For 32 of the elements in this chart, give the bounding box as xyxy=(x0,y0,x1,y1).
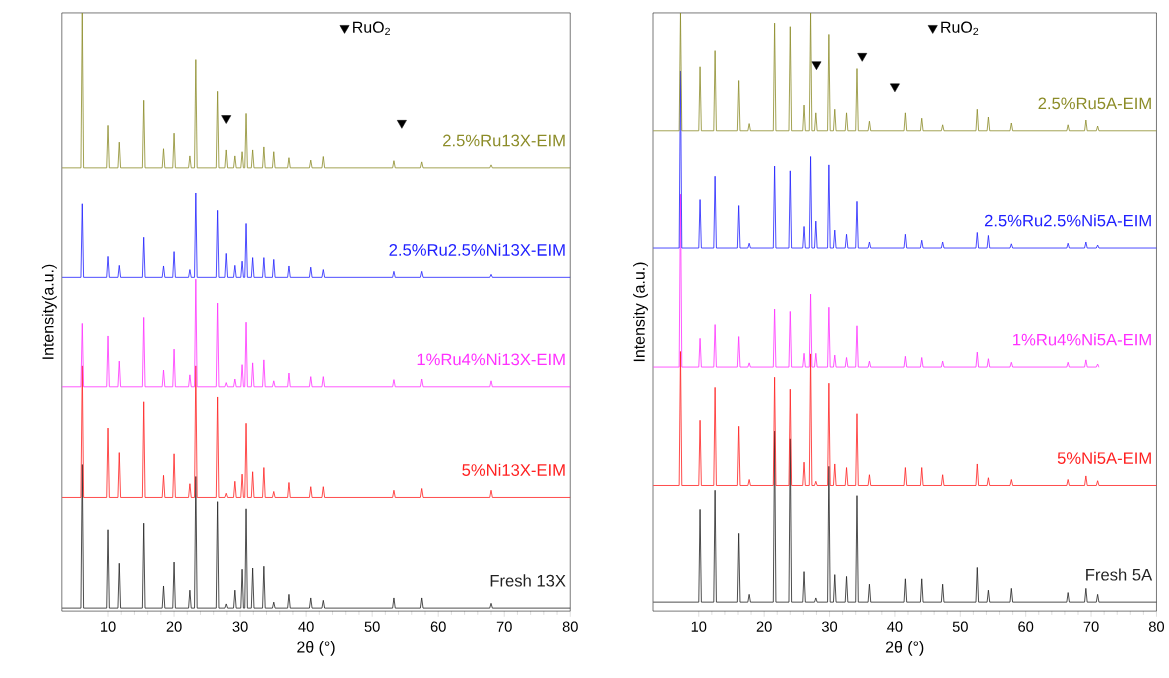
series-label: 2.5%Ru13X-EIM xyxy=(443,134,565,147)
x-tick-label: 60 xyxy=(430,621,446,632)
x-tick-label: 30 xyxy=(232,621,248,632)
x-tick-label: 80 xyxy=(562,621,578,632)
x-tick-label: 40 xyxy=(298,621,314,632)
series-label: 2.5%Ru2.5%Ni13X-EIM xyxy=(389,243,565,256)
x-axis-title: 2θ (°) xyxy=(297,641,335,656)
legend-label: RuO$_{2}$ xyxy=(941,21,979,36)
x-tick-label: 20 xyxy=(166,621,182,632)
x-tick-label: 80 xyxy=(1148,621,1164,632)
x-tick-label: 10 xyxy=(101,621,116,632)
x-tick-label: 60 xyxy=(1018,621,1034,632)
legend-label: RuO$_{2}$ xyxy=(353,21,390,36)
series-label: 5%Ni5A-EIM xyxy=(1057,451,1151,465)
series-label: 5%Ni13X-EIM xyxy=(462,463,565,476)
series-label: 1%Ru4%Ni13X-EIM xyxy=(417,353,565,366)
x-tick-label: 50 xyxy=(952,621,968,632)
series-label: 2.5%Ru2.5%Ni5A-EIM xyxy=(984,214,1151,227)
series-label: 2.5%Ru5A-EIM xyxy=(1038,97,1151,110)
series-label: Fresh 13X xyxy=(490,574,566,587)
x-tick-label: 20 xyxy=(756,621,772,632)
series-label: 1%Ru4%Ni5A-EIM xyxy=(1013,333,1151,346)
series-label: Fresh 5A xyxy=(1086,568,1153,581)
x-tick-label: 40 xyxy=(887,621,903,632)
x-tick-label: 70 xyxy=(496,621,512,632)
x-tick-label: 30 xyxy=(821,621,838,632)
y-axis-title: Intensity(a.u.) xyxy=(41,264,57,359)
x-tick-label: 10 xyxy=(691,621,707,632)
x-tick-label: 70 xyxy=(1083,621,1099,632)
x-axis-title: 2θ (°) xyxy=(885,641,924,656)
x-tick-label: 50 xyxy=(364,621,380,632)
y-axis-title: Intensity (a.u.) xyxy=(633,262,648,362)
